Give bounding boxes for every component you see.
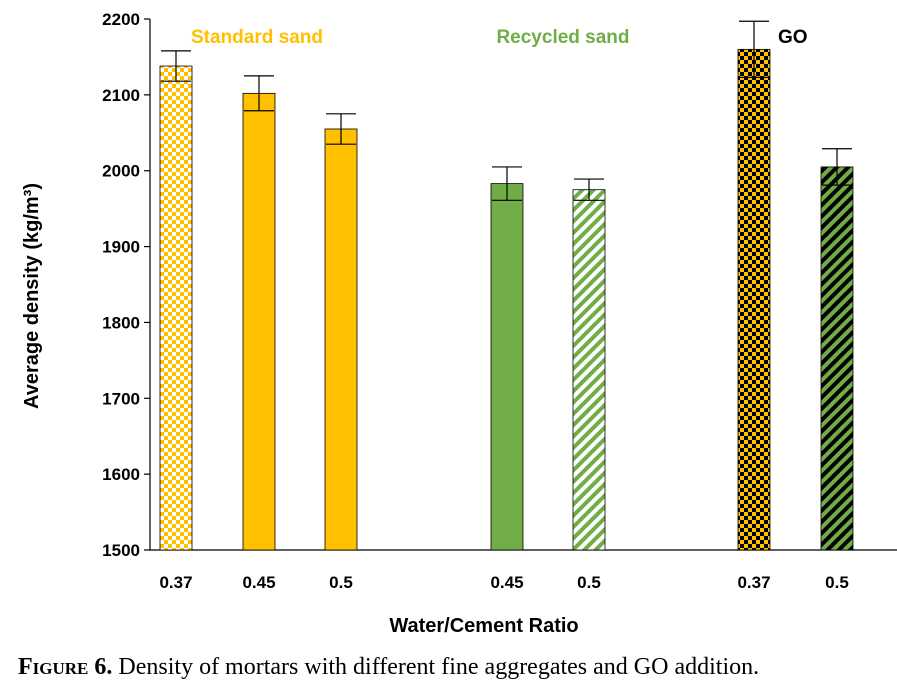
x-tick-label: 0.5 — [577, 573, 601, 592]
figure-label: Figure 6. — [18, 654, 113, 680]
group-label: GO — [778, 27, 808, 48]
figure-caption: Figure 6. Density of mortars with differ… — [18, 654, 888, 681]
caption-text: Density of mortars with different fine a… — [112, 654, 760, 680]
y-tick-label: 2100 — [102, 86, 140, 105]
y-tick-label: 2200 — [102, 10, 140, 29]
x-tick-label: 0.5 — [825, 573, 849, 592]
x-tick-label: 0.45 — [490, 573, 523, 592]
bar — [159, 65, 193, 551]
x-tick-label: 0.45 — [242, 573, 275, 592]
x-tick-label: 0.37 — [159, 573, 192, 592]
bar — [737, 48, 771, 551]
x-axis-title: Water/Cement Ratio — [389, 615, 578, 637]
x-tick-label: 0.37 — [737, 573, 770, 592]
y-tick-label: 1800 — [102, 313, 140, 332]
density-bar-chart: 1500 1600 1700 1800 1900 2000 2100 2200 0.37 0.45… — [21, 10, 897, 637]
bar — [324, 128, 358, 551]
y-tick-label: 1900 — [102, 238, 140, 257]
group-label: Recycled sand — [496, 27, 629, 48]
y-axis-title: Average density (kg/m³) — [21, 183, 43, 409]
y-tick-label: 2000 — [102, 162, 140, 181]
bar — [490, 183, 524, 551]
y-tick-label: 1500 — [102, 541, 140, 560]
y-tick-label: 1600 — [102, 465, 140, 484]
y-tick-label: 1700 — [102, 389, 140, 408]
group-label: Standard sand — [191, 27, 323, 48]
bar — [572, 189, 606, 551]
bar — [242, 92, 276, 551]
bar — [820, 166, 854, 551]
x-tick-label: 0.5 — [329, 573, 353, 592]
